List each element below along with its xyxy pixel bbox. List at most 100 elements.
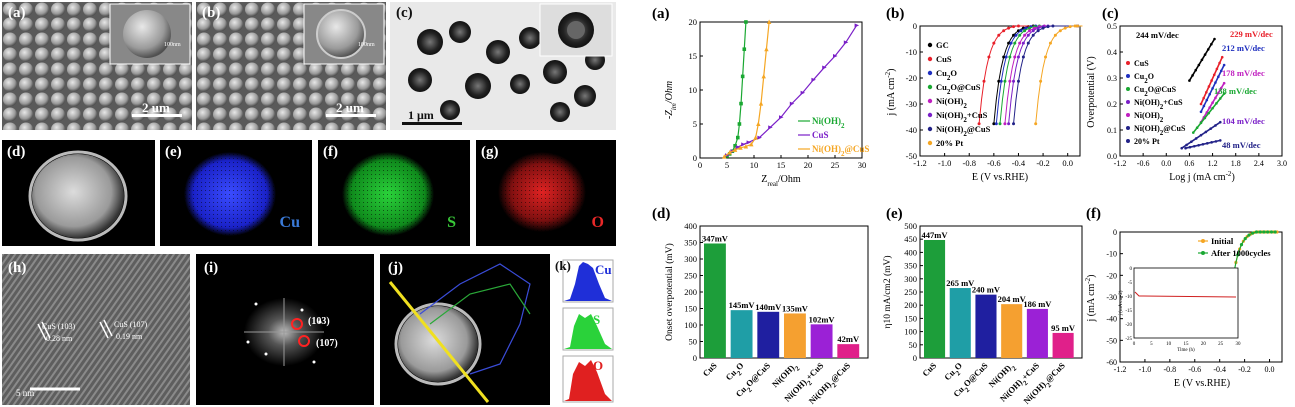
data-point: [982, 79, 986, 83]
y-tick-label: 500: [904, 221, 917, 231]
x-tick-label: -1.2: [1114, 159, 1127, 168]
tem-particles: [390, 2, 616, 130]
data-point: [1197, 63, 1201, 67]
scale-bar-label: 1 μm: [408, 108, 434, 122]
inset-y-tick-label: -25: [1125, 337, 1132, 342]
data-point: [1003, 79, 1007, 83]
data-point: [1205, 142, 1209, 145]
data-point: [1019, 29, 1023, 33]
label-part: im: [670, 103, 678, 110]
data-point: [1215, 102, 1218, 105]
panel-label: (i): [204, 260, 219, 276]
data-point: [1207, 85, 1211, 88]
label-part: 20% Pt: [936, 138, 963, 148]
data-point: [1199, 121, 1203, 125]
label-part: ): [1231, 172, 1234, 183]
series-line: [723, 21, 770, 158]
data-point: [756, 121, 761, 126]
data-point: [1188, 79, 1191, 82]
label-part: O: [952, 360, 964, 372]
scale-bar-label: 2 um: [142, 100, 170, 115]
x-tick-label: -0.8: [962, 158, 975, 168]
inset-y-axis-label: j (mA cm-2): [1119, 290, 1124, 316]
panel-e-cu-map: (e) Cu: [160, 140, 312, 246]
data-point: [1210, 141, 1213, 144]
legend-marker: [927, 140, 933, 146]
data-point: [1203, 116, 1207, 120]
y-tick-label: 0: [693, 353, 697, 363]
y-tick-label: 5: [693, 119, 697, 129]
data-point: [1012, 33, 1016, 37]
y-tick-label: 0: [913, 353, 917, 363]
data-point: [1009, 41, 1013, 45]
data-point: [833, 54, 838, 58]
x-axis-label: E (V vs.RHE): [1174, 378, 1230, 389]
data-point: [1208, 106, 1211, 109]
bar-value-label: 42mV: [837, 334, 860, 344]
element-label: S: [447, 214, 456, 231]
legend-marker: [1126, 74, 1130, 78]
y-axis-label: Overpotential (V): [1086, 56, 1097, 127]
inset-stability-line: [1134, 291, 1237, 298]
y-tick-label: 200: [684, 287, 697, 297]
data-point: [1218, 61, 1221, 65]
label-part: 2: [1144, 90, 1148, 98]
data-point: [1041, 26, 1045, 30]
legend-marker: [1126, 61, 1130, 65]
inset-x-tick-label: 20: [1201, 342, 1207, 347]
eds-map: [476, 140, 616, 246]
label-part: Ni(OH): [812, 116, 841, 126]
panel-label: (e): [886, 206, 903, 222]
data-point: [1048, 41, 1052, 45]
label-part: Ni(OH): [1134, 98, 1160, 107]
x-tick-label: -0.2: [1036, 158, 1049, 168]
legend-label: 20% Pt: [1134, 137, 1160, 146]
label-part: Ni(OH): [936, 110, 964, 120]
panel-label: (f): [1086, 206, 1101, 222]
bar: [810, 324, 833, 358]
bar-value-label: 265 mV: [946, 278, 975, 288]
label-part: Ni(OH): [936, 96, 964, 106]
data-point: [1063, 26, 1067, 30]
tafel-slope-label: 48 mV/dec: [1222, 140, 1261, 150]
data-point: [1014, 33, 1018, 37]
bar-value-label: 186 mV: [1023, 299, 1052, 309]
axis-frame: [1119, 25, 1283, 157]
y-tick-label: 20: [689, 17, 698, 27]
label-part: GC: [936, 40, 949, 50]
data-point: [737, 122, 742, 126]
scale-bar-label: 5 nm: [16, 388, 35, 398]
data-point: [1028, 29, 1032, 33]
fft-spot-107: (107): [316, 338, 338, 349]
x-tick-label: -0.4: [1213, 365, 1226, 374]
data-point: [1007, 26, 1011, 30]
data-point: [1199, 110, 1203, 114]
data-point: [1213, 37, 1216, 41]
data-point: [1007, 122, 1011, 126]
data-point: [736, 135, 740, 140]
inset-frame: [1133, 267, 1239, 339]
data-point: [768, 125, 773, 130]
data-point: [1068, 25, 1072, 29]
data-point: [1044, 55, 1048, 59]
series-line: [1035, 25, 1083, 124]
legend-label: Ni(OH)2@CuS: [812, 144, 869, 158]
y-axis-label: j (mA cm-2): [884, 69, 897, 117]
y-tick-label: -20: [1106, 271, 1117, 280]
y-tick-label: -20: [906, 73, 917, 83]
label-part: +CuS: [1163, 98, 1183, 107]
label-part: @CuS: [1043, 360, 1067, 384]
scale-bar-label: 2 um: [336, 100, 364, 115]
bar-value-label: 140mV: [755, 302, 782, 312]
bar: [949, 288, 971, 358]
data-point: [1002, 29, 1006, 33]
data-point: [1201, 143, 1205, 146]
chart-a-eis: (a) 0 5 10 15 20 25 3005101520-Zim/OhmZreal/Oh…: [652, 6, 869, 188]
chart-e-eta10-bar: (e) 0 50 100 150 200 250 300 350 400 450 500 447mV C…: [882, 206, 1083, 406]
label-part: 2: [830, 381, 838, 389]
data-point: [738, 145, 743, 150]
x-tick-label: 0.0: [1161, 159, 1171, 168]
data-point: [1269, 230, 1274, 234]
data-point: [1214, 124, 1217, 127]
data-point: [1051, 24, 1055, 28]
